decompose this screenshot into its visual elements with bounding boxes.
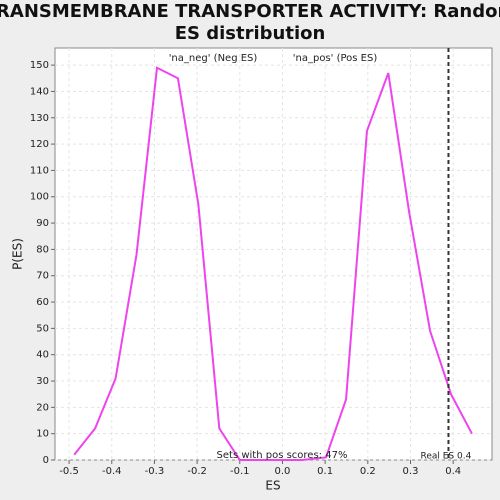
y-tick-label: 130 [30, 113, 49, 124]
y-tick-label: 30 [36, 376, 49, 387]
x-tick-label: 0.3 [403, 466, 419, 477]
x-tick-label: -0.2 [187, 466, 207, 477]
y-tick-label: 90 [36, 218, 49, 229]
x-tick-label: 0.0 [275, 466, 291, 477]
y-tick-label: 40 [36, 350, 49, 361]
y-tick-label: 110 [30, 165, 49, 176]
y-tick-label: 100 [30, 192, 49, 203]
y-axis-label: P(ES) [11, 238, 25, 270]
y-tick-label: 20 [36, 402, 49, 413]
chart-title: TRANSMEMBRANE TRANSPORTER ACTIVITY: Rand… [0, 1, 500, 22]
y-tick-label: 120 [30, 139, 49, 150]
x-tick-label: 0.2 [360, 466, 376, 477]
legend-entry: 'na_neg' (Neg ES) [169, 53, 258, 64]
x-tick-label: 0.4 [445, 466, 461, 477]
plot-area [54, 47, 493, 461]
x-tick-label: -0.1 [230, 466, 250, 477]
legend-entry: 'na_pos' (Pos ES) [293, 53, 378, 64]
y-tick-label: 70 [36, 271, 49, 282]
y-tick-label: 0 [43, 455, 49, 466]
y-tick-label: 60 [36, 297, 49, 308]
x-tick-label: -0.4 [102, 466, 122, 477]
chart-title: ES distribution [175, 23, 326, 44]
x-tick-label: -0.3 [145, 466, 165, 477]
x-tick-label: 0.1 [317, 466, 333, 477]
y-tick-label: 10 [36, 429, 49, 440]
real-es-label: Real ES 0.4 [420, 452, 471, 462]
x-tick-label: -0.5 [59, 466, 79, 477]
x-axis-label: ES [265, 479, 280, 493]
y-tick-label: 140 [30, 86, 49, 97]
y-tick-label: 50 [36, 323, 49, 334]
y-tick-label: 80 [36, 244, 49, 255]
annotation: Sets with pos scores: 47% [217, 450, 348, 461]
y-tick-label: 150 [30, 60, 49, 71]
data-line [73, 66, 473, 461]
